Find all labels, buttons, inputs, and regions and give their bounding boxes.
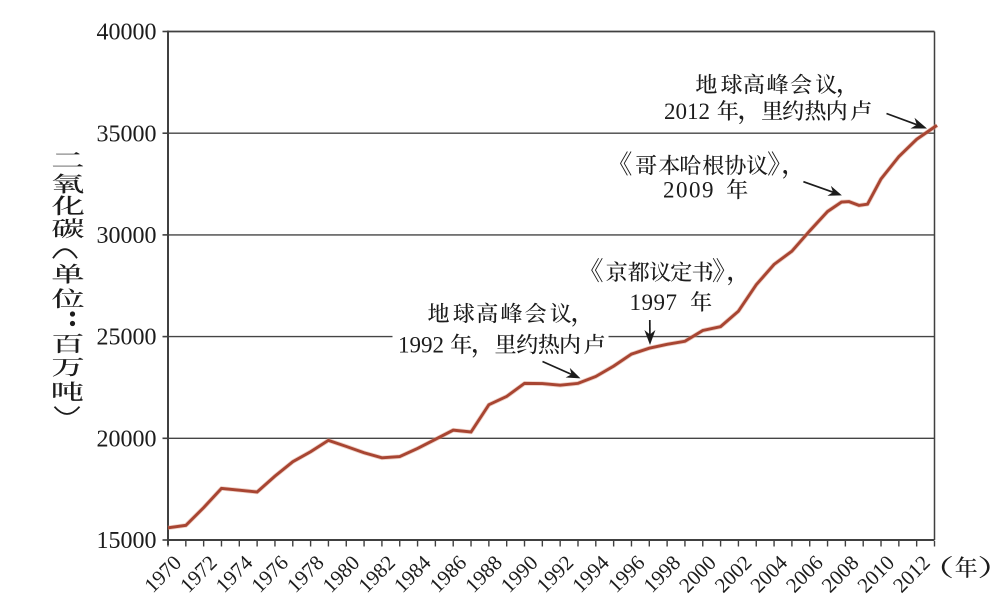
svg-text:40000: 40000 — [97, 20, 157, 46]
svg-text:30000: 30000 — [97, 223, 157, 249]
svg-text:15000: 15000 — [97, 528, 157, 554]
svg-text:25000: 25000 — [97, 325, 157, 351]
svg-text:2009: 2009 — [663, 178, 715, 203]
svg-text:35000: 35000 — [97, 121, 157, 147]
svg-text:1992: 1992 — [398, 332, 444, 357]
svg-text:20000: 20000 — [97, 426, 157, 452]
svg-text:2012: 2012 — [664, 99, 710, 124]
svg-text:1997: 1997 — [630, 290, 678, 315]
